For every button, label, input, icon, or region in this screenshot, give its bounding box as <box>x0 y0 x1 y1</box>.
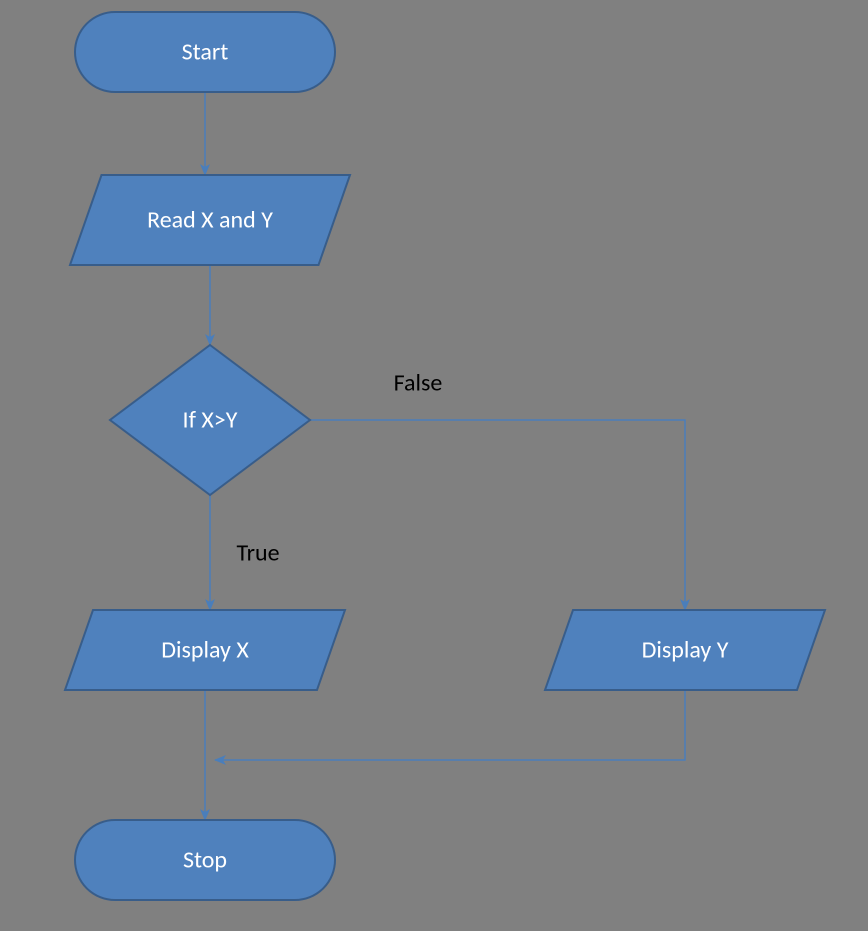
flowchart-canvas: Start Read X and Y If X>Y Display X Display … <box>0 0 868 931</box>
node-dispy: Display Y <box>545 610 825 690</box>
node-label-dispy: Display Y <box>642 636 729 665</box>
node-start: Start <box>75 12 335 92</box>
edge-dispy-join <box>215 690 685 760</box>
edge-decision-dispy <box>310 420 685 610</box>
node-label-read: Read X and Y <box>147 206 273 235</box>
node-stop: Stop <box>75 820 335 900</box>
node-label-decision: If X>Y <box>183 406 238 435</box>
node-decision: If X>Y <box>110 345 310 495</box>
edge-label-true: True <box>236 539 279 568</box>
node-read: Read X and Y <box>70 175 350 265</box>
node-dispx: Display X <box>65 610 345 690</box>
node-label-dispx: Display X <box>161 636 249 665</box>
node-label-start: Start <box>182 38 229 67</box>
edge-label-false: False <box>394 369 443 398</box>
node-label-stop: Stop <box>183 846 227 875</box>
